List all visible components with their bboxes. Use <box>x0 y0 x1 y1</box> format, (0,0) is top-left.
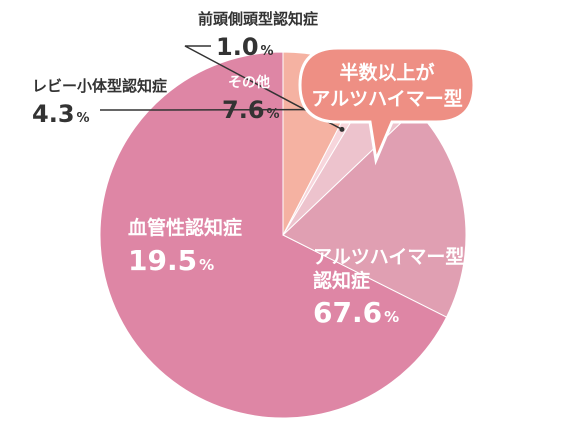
slice-name-alzheimers-line2: 認知症 <box>313 269 370 292</box>
slice-label-other: その他 7.6% <box>222 74 280 124</box>
slice-name-vascular: 血管性認知症 <box>128 216 242 239</box>
slice-name-alzheimers-line1: アルツハイマー型 <box>313 245 464 268</box>
slice-vascular <box>282 108 467 318</box>
slice-name-frontotemporal: 前頭側頭型認知症 <box>198 10 318 28</box>
callout-bubble: 半数以上が アルツハイマー型 <box>298 46 476 166</box>
slice-value-frontotemporal: 1.0% <box>216 33 274 61</box>
callout-shape <box>298 46 476 166</box>
slice-label-vascular: 血管性認知症 19.5% <box>128 216 242 277</box>
leader-dot-frontotemporal <box>339 126 345 132</box>
slice-value-other: 7.6% <box>222 96 280 124</box>
slice-name-lewy: レビー小体型認知症 <box>32 77 167 95</box>
leader-line-frontotemporal <box>184 45 343 130</box>
slice-label-lewy: レビー小体型認知症 4.3% <box>32 77 167 128</box>
callout-line1: 半数以上が <box>339 61 434 84</box>
callout-line2: アルツハイマー型 <box>311 87 462 110</box>
slice-label-alzheimers: アルツハイマー型 認知症 67.6% <box>313 245 464 329</box>
slice-name-other: その他 <box>228 74 270 91</box>
slice-alzheimers <box>99 51 448 419</box>
slice-value-vascular: 19.5% <box>128 244 214 277</box>
pie-slices <box>99 51 467 419</box>
slice-value-alzheimers: 67.6% <box>313 296 399 329</box>
slice-value-lewy: 4.3% <box>32 100 90 128</box>
slice-label-frontotemporal: 前頭側頭型認知症 1.0% <box>198 10 318 61</box>
